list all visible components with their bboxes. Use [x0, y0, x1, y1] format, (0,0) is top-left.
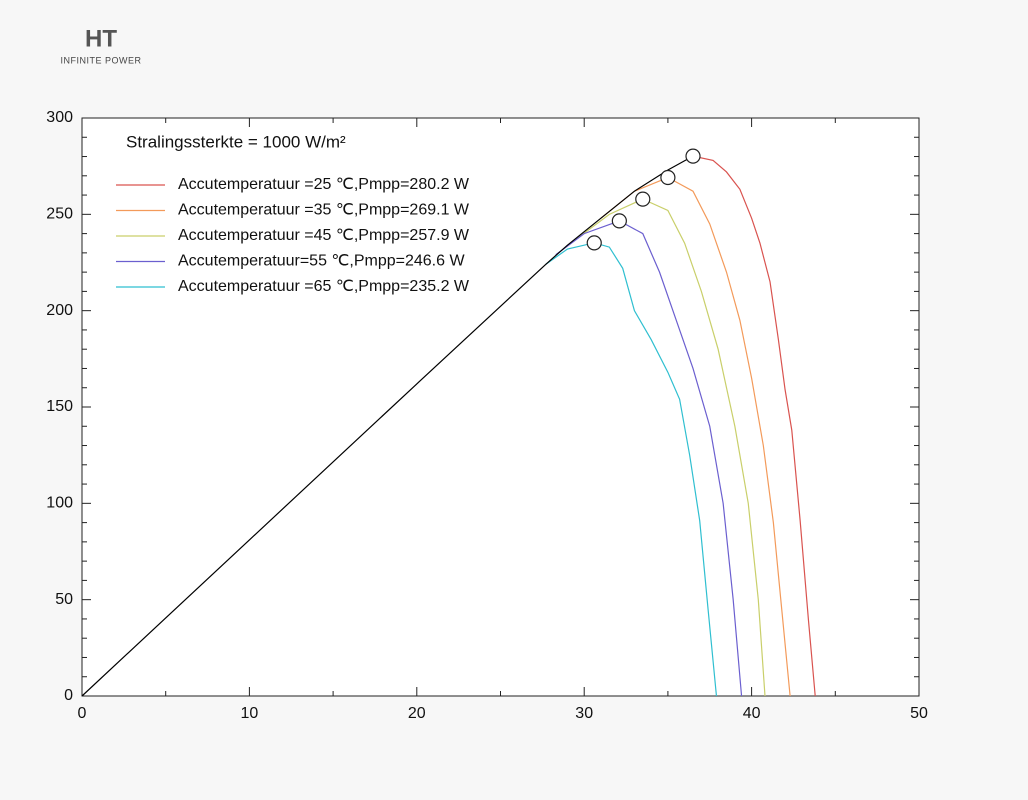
annotation: Stralingssterkte = 1000 W/m² — [126, 132, 346, 151]
x-tick-label: 40 — [743, 705, 761, 722]
y-tick-label: 200 — [46, 302, 73, 319]
legend-label: Accutemperatuur =65 ℃,Pmpp=235.2 W — [178, 278, 470, 295]
logo-title: HT — [85, 25, 117, 52]
legend-label: Accutemperatuur =35 ℃,Pmpp=269.1 W — [178, 202, 470, 219]
legend-label: Accutemperatuur =25 ℃,Pmpp=280.2 W — [178, 176, 470, 193]
x-tick-label: 0 — [78, 705, 87, 722]
logo-subtitle: INFINITE POWER — [61, 55, 142, 65]
y-tick-label: 100 — [46, 495, 73, 512]
series-line — [575, 198, 766, 697]
legend-label: Accutemperatuur =45 ℃,Pmpp=257.9 W — [178, 227, 470, 244]
x-tick-label: 50 — [910, 705, 928, 722]
mpp-marker — [586, 235, 602, 251]
x-tick-label: 10 — [241, 705, 259, 722]
series-line — [692, 155, 816, 697]
y-tick-label: 300 — [46, 109, 73, 126]
y-tick-label: 50 — [55, 591, 73, 608]
series-line — [555, 220, 743, 697]
y-tick-label: 150 — [46, 398, 73, 415]
x-tick-label: 20 — [408, 705, 426, 722]
y-tick-label: 0 — [64, 687, 73, 704]
mpp-marker — [685, 148, 701, 164]
x-tick-label: 30 — [575, 705, 593, 722]
y-tick-label: 250 — [46, 206, 73, 223]
mpp-marker — [660, 169, 676, 186]
envelope-line — [81, 155, 694, 697]
plot-area — [81, 117, 920, 697]
mpp-marker — [635, 191, 651, 207]
mpp-marker — [611, 213, 627, 229]
legend-label: Accutemperatuur=55 ℃,Pmpp=246.6 W — [178, 253, 465, 270]
